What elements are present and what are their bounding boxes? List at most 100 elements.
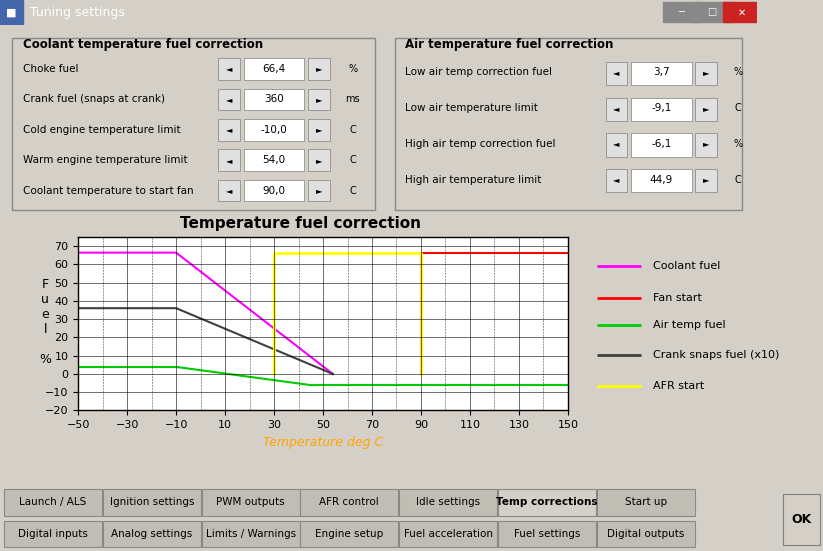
Text: C: C bbox=[349, 186, 356, 196]
X-axis label: Temperature deg C: Temperature deg C bbox=[263, 436, 384, 449]
FancyBboxPatch shape bbox=[606, 98, 627, 121]
FancyBboxPatch shape bbox=[399, 521, 497, 547]
Text: Analog settings: Analog settings bbox=[111, 529, 193, 539]
Text: ◄: ◄ bbox=[226, 95, 232, 104]
Text: Tuning settings: Tuning settings bbox=[30, 6, 125, 19]
Text: ◄: ◄ bbox=[613, 139, 620, 149]
Text: ■: ■ bbox=[6, 7, 16, 18]
Text: 3,7: 3,7 bbox=[653, 67, 670, 78]
Text: ►: ► bbox=[316, 156, 323, 165]
Text: OK: OK bbox=[792, 513, 811, 526]
FancyBboxPatch shape bbox=[498, 521, 596, 547]
Text: AFR control: AFR control bbox=[319, 497, 379, 507]
Text: Coolant fuel: Coolant fuel bbox=[653, 261, 720, 272]
FancyBboxPatch shape bbox=[695, 98, 717, 121]
Text: Air temperature fuel correction: Air temperature fuel correction bbox=[405, 39, 614, 51]
Text: Temperature fuel correction: Temperature fuel correction bbox=[180, 215, 421, 231]
FancyBboxPatch shape bbox=[202, 521, 300, 547]
Text: Temp corrections: Temp corrections bbox=[496, 497, 597, 507]
Text: Coolant temperature fuel correction: Coolant temperature fuel correction bbox=[23, 39, 263, 51]
Text: High air temp correction fuel: High air temp correction fuel bbox=[405, 139, 556, 149]
FancyBboxPatch shape bbox=[606, 169, 627, 192]
Text: F
u
e
l

%: F u e l % bbox=[40, 278, 51, 366]
FancyBboxPatch shape bbox=[202, 489, 300, 516]
Text: ►: ► bbox=[316, 186, 323, 195]
Text: Launch / ALS: Launch / ALS bbox=[20, 497, 86, 507]
FancyBboxPatch shape bbox=[498, 489, 596, 516]
Bar bbox=[693, 3, 731, 23]
Text: ►: ► bbox=[316, 125, 323, 134]
Text: ►: ► bbox=[703, 68, 709, 77]
FancyBboxPatch shape bbox=[695, 133, 717, 156]
FancyBboxPatch shape bbox=[103, 489, 201, 516]
Text: Ignition settings: Ignition settings bbox=[109, 497, 194, 507]
FancyBboxPatch shape bbox=[308, 89, 330, 110]
Text: 360: 360 bbox=[264, 94, 284, 104]
Text: ms: ms bbox=[346, 94, 360, 104]
FancyBboxPatch shape bbox=[244, 149, 304, 171]
Text: Limits / Warnings: Limits / Warnings bbox=[206, 529, 295, 539]
FancyBboxPatch shape bbox=[218, 89, 240, 110]
Text: Crank snaps fuel (x10): Crank snaps fuel (x10) bbox=[653, 350, 779, 360]
FancyBboxPatch shape bbox=[244, 58, 304, 80]
Text: Digital inputs: Digital inputs bbox=[18, 529, 88, 539]
Text: ─: ─ bbox=[678, 7, 685, 18]
FancyBboxPatch shape bbox=[300, 521, 398, 547]
FancyBboxPatch shape bbox=[695, 62, 717, 85]
Text: Engine setup: Engine setup bbox=[315, 529, 384, 539]
FancyBboxPatch shape bbox=[308, 58, 330, 80]
FancyBboxPatch shape bbox=[12, 39, 375, 210]
Text: ◄: ◄ bbox=[613, 175, 620, 185]
Text: Idle settings: Idle settings bbox=[416, 497, 480, 507]
Text: Air temp fuel: Air temp fuel bbox=[653, 321, 725, 331]
Text: ◄: ◄ bbox=[226, 156, 232, 165]
FancyBboxPatch shape bbox=[218, 119, 240, 141]
Bar bbox=[723, 3, 761, 23]
Text: 44,9: 44,9 bbox=[649, 175, 673, 185]
Text: ►: ► bbox=[703, 175, 709, 185]
Text: 66,4: 66,4 bbox=[263, 64, 286, 74]
Text: C: C bbox=[735, 175, 742, 185]
FancyBboxPatch shape bbox=[695, 169, 717, 192]
FancyBboxPatch shape bbox=[783, 494, 820, 544]
FancyBboxPatch shape bbox=[630, 98, 691, 121]
Bar bbox=[663, 3, 700, 23]
Text: ►: ► bbox=[703, 104, 709, 113]
Text: PWM outputs: PWM outputs bbox=[216, 497, 285, 507]
Text: %: % bbox=[733, 139, 742, 149]
Text: Choke fuel: Choke fuel bbox=[23, 64, 79, 74]
Text: -10,0: -10,0 bbox=[261, 125, 287, 135]
Text: ►: ► bbox=[316, 95, 323, 104]
Text: □: □ bbox=[707, 7, 716, 18]
Text: ►: ► bbox=[703, 139, 709, 149]
FancyBboxPatch shape bbox=[4, 489, 102, 516]
Text: C: C bbox=[349, 155, 356, 165]
FancyBboxPatch shape bbox=[218, 180, 240, 201]
Text: Warm engine temperature limit: Warm engine temperature limit bbox=[23, 155, 188, 165]
Text: ◄: ◄ bbox=[226, 64, 232, 73]
FancyBboxPatch shape bbox=[630, 169, 691, 192]
Text: Crank fuel (snaps at crank): Crank fuel (snaps at crank) bbox=[23, 94, 165, 104]
FancyBboxPatch shape bbox=[606, 62, 627, 85]
Text: ✕: ✕ bbox=[738, 7, 746, 18]
Text: Fuel settings: Fuel settings bbox=[514, 529, 580, 539]
Text: Digital outputs: Digital outputs bbox=[607, 529, 685, 539]
Text: Fuel acceleration: Fuel acceleration bbox=[403, 529, 493, 539]
FancyBboxPatch shape bbox=[244, 89, 304, 110]
Text: ◄: ◄ bbox=[226, 186, 232, 195]
Text: Fan start: Fan start bbox=[653, 293, 701, 302]
FancyBboxPatch shape bbox=[308, 149, 330, 171]
Text: C: C bbox=[349, 125, 356, 135]
Text: 54,0: 54,0 bbox=[263, 155, 286, 165]
FancyBboxPatch shape bbox=[244, 119, 304, 141]
FancyBboxPatch shape bbox=[218, 149, 240, 171]
Text: High air temperature limit: High air temperature limit bbox=[405, 175, 542, 185]
Text: Cold engine temperature limit: Cold engine temperature limit bbox=[23, 125, 181, 135]
Text: Coolant temperature to start fan: Coolant temperature to start fan bbox=[23, 186, 194, 196]
FancyBboxPatch shape bbox=[597, 521, 695, 547]
FancyBboxPatch shape bbox=[300, 489, 398, 516]
Text: %: % bbox=[733, 67, 742, 78]
Text: -6,1: -6,1 bbox=[651, 139, 672, 149]
FancyBboxPatch shape bbox=[394, 39, 742, 210]
FancyBboxPatch shape bbox=[597, 489, 695, 516]
